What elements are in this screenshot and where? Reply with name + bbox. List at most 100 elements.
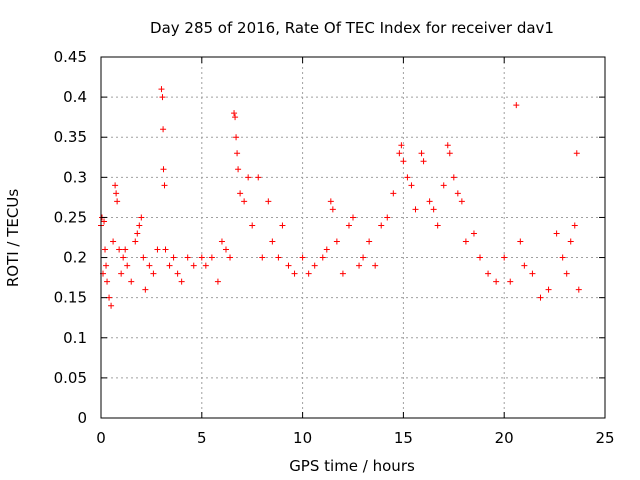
data-point xyxy=(202,262,209,269)
data-point xyxy=(517,238,524,245)
data-point xyxy=(404,174,411,181)
data-point xyxy=(161,182,168,189)
data-point xyxy=(567,238,574,245)
data-point xyxy=(170,254,177,261)
data-point xyxy=(120,254,127,261)
data-point xyxy=(218,238,225,245)
data-point xyxy=(160,126,167,133)
data-point xyxy=(521,262,528,269)
data-point xyxy=(559,254,566,261)
data-point xyxy=(396,150,403,157)
x-axis-label: GPS time / hours xyxy=(289,457,415,475)
data-point xyxy=(440,182,447,189)
data-point xyxy=(233,134,240,141)
x-tick-label: 25 xyxy=(595,429,614,447)
y-tick-label: 0.25 xyxy=(54,208,87,226)
data-point xyxy=(154,246,161,253)
data-point xyxy=(275,254,282,261)
data-point xyxy=(319,254,326,261)
chart-title: Day 285 of 2016, Rate Of TEC Index for r… xyxy=(150,19,554,37)
data-point xyxy=(400,158,407,165)
data-point xyxy=(323,246,330,253)
data-point xyxy=(136,222,143,229)
y-axis-label: ROTI / TECUs xyxy=(4,189,22,287)
data-point xyxy=(501,254,508,261)
data-point xyxy=(265,198,272,205)
data-point xyxy=(112,182,119,189)
data-point xyxy=(237,190,244,197)
data-point xyxy=(470,230,477,237)
data-point xyxy=(446,150,453,157)
data-point xyxy=(327,198,334,205)
data-point xyxy=(418,150,425,157)
data-point xyxy=(160,166,167,173)
data-point xyxy=(198,254,205,261)
data-point xyxy=(259,254,266,261)
data-point xyxy=(150,270,157,277)
data-point xyxy=(563,270,570,277)
data-point xyxy=(513,102,520,109)
data-point xyxy=(128,278,135,285)
data-point xyxy=(372,262,379,269)
data-point xyxy=(537,294,544,301)
data-point xyxy=(458,198,465,205)
data-point xyxy=(477,254,484,261)
data-point xyxy=(408,182,415,189)
data-point xyxy=(507,278,514,285)
data-point xyxy=(174,270,181,277)
grid-lines xyxy=(101,57,605,418)
data-point xyxy=(214,278,221,285)
data-point xyxy=(299,254,306,261)
data-point xyxy=(279,222,286,229)
data-point xyxy=(356,262,363,269)
data-point xyxy=(138,214,145,221)
data-point xyxy=(146,262,153,269)
data-point xyxy=(190,262,197,269)
data-point xyxy=(366,238,373,245)
y-tick-label: 0.4 xyxy=(63,88,87,106)
data-point xyxy=(241,198,248,205)
plot-frame xyxy=(100,56,606,419)
data-point xyxy=(269,238,276,245)
data-point xyxy=(553,230,560,237)
data-point xyxy=(529,270,536,277)
data-point xyxy=(118,270,125,277)
data-point xyxy=(249,222,256,229)
data-point xyxy=(208,254,215,261)
data-point xyxy=(234,150,241,157)
y-tick-label: 0.35 xyxy=(54,128,87,146)
data-point xyxy=(142,286,149,293)
y-tick-label: 0.45 xyxy=(54,48,87,66)
data-point xyxy=(116,246,123,253)
y-tick-label: 0.15 xyxy=(54,289,87,307)
data-point xyxy=(108,302,115,309)
data-point xyxy=(384,214,391,221)
y-tick-label: 0.2 xyxy=(63,249,87,267)
data-point xyxy=(166,262,173,269)
data-point xyxy=(104,278,111,285)
data-point xyxy=(430,206,437,213)
y-tick-label: 0 xyxy=(77,409,87,427)
data-point xyxy=(345,222,352,229)
data-point xyxy=(124,262,131,269)
y-tick-label: 0.05 xyxy=(54,369,87,387)
data-point xyxy=(305,270,312,277)
data-point xyxy=(450,174,457,181)
data-point xyxy=(178,278,185,285)
data-point xyxy=(227,254,234,261)
data-point xyxy=(232,114,239,121)
data-point xyxy=(350,214,356,221)
data-point xyxy=(103,262,110,269)
data-point xyxy=(140,254,147,261)
data-point xyxy=(102,246,109,253)
data-point xyxy=(390,190,397,197)
data-point xyxy=(378,222,385,229)
y-tick-label: 0.3 xyxy=(63,168,87,186)
data-point xyxy=(110,238,117,245)
data-point xyxy=(184,254,191,261)
data-point xyxy=(485,270,492,277)
x-tick-label: 20 xyxy=(495,429,514,447)
data-point xyxy=(222,246,229,253)
